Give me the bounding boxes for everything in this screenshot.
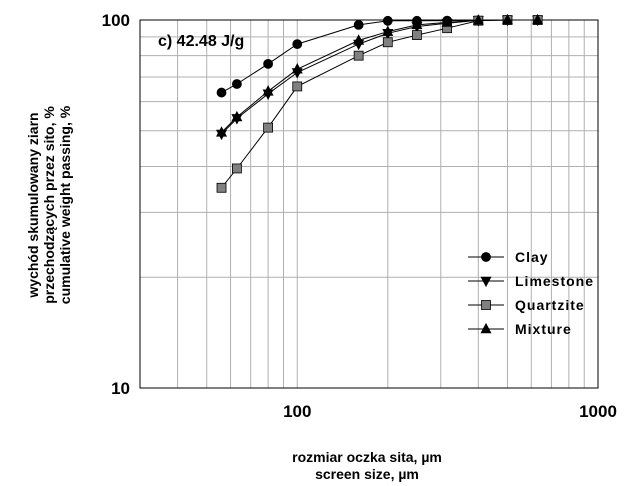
legend-label: Mixture — [515, 321, 572, 337]
data-point — [353, 50, 364, 61]
data-point — [216, 182, 227, 193]
y-tick-label: 100 — [102, 11, 130, 30]
legend-marker — [481, 252, 491, 262]
data-point — [232, 79, 242, 89]
tick-labels: 100 1000 10 100 — [102, 11, 617, 421]
data-point — [353, 34, 365, 45]
series-line — [221, 19, 538, 189]
data-point — [291, 63, 303, 74]
y-axis-title-line-2: przechodzących przez sito, % — [41, 106, 57, 304]
data-point — [382, 37, 393, 48]
data-point — [262, 85, 274, 96]
x-tick-label: 1000 — [579, 402, 617, 421]
grid — [140, 20, 598, 388]
data-point — [441, 16, 453, 27]
legend-item-mixture: Mixture — [468, 321, 572, 337]
data-point — [353, 19, 364, 30]
x-axis-title-line-1: rozmiar oczka sita, µm — [292, 449, 442, 465]
data-point — [382, 15, 393, 26]
series-mixture — [216, 13, 544, 137]
data-point — [216, 87, 227, 98]
data-point — [472, 14, 484, 25]
y-axis-title-line-1: wychód skumulowany ziarn — [25, 112, 41, 298]
y-tick-label: 10 — [111, 379, 130, 398]
data-point — [532, 13, 544, 25]
series-layer — [216, 13, 544, 193]
x-tick-label: 100 — [283, 402, 311, 421]
data-point — [263, 58, 274, 69]
legend-item-limestone: Limestone — [468, 273, 594, 289]
legend-marker — [481, 300, 491, 310]
data-point — [411, 18, 423, 30]
x-axis-title-line-2: screen size, µm — [315, 466, 419, 482]
series-quartzite — [216, 15, 543, 193]
data-point — [232, 163, 242, 174]
legend-label: Clay — [515, 249, 549, 265]
legend-marker — [480, 322, 492, 334]
legend-label: Limestone — [515, 273, 594, 289]
data-point — [263, 122, 274, 133]
legend-marker — [480, 276, 492, 288]
legend-label: Quartzite — [515, 297, 585, 313]
series-clay — [216, 15, 543, 98]
y-axis-title-line-3: cumulative weight passing, % — [57, 105, 73, 304]
series-line — [221, 19, 538, 94]
data-point — [231, 110, 243, 122]
data-point — [382, 25, 394, 36]
data-point — [292, 81, 303, 92]
data-point — [292, 39, 303, 50]
plot-frame — [139, 19, 599, 389]
data-point — [501, 13, 513, 25]
y-axis-title: wychód skumulowany ziarn przechodzących … — [25, 105, 73, 304]
legend-item-quartzite: Quartzite — [468, 297, 585, 313]
chart-annotation: c) 42.48 J/g — [158, 33, 244, 50]
data-point — [412, 30, 422, 40]
legend-item-clay: Clay — [468, 249, 549, 265]
data-point — [216, 126, 228, 137]
x-axis-title: rozmiar oczka sita, µm screen size, µm — [292, 449, 442, 482]
legend: Clay Limestone Quartzite Mixture — [468, 249, 594, 337]
